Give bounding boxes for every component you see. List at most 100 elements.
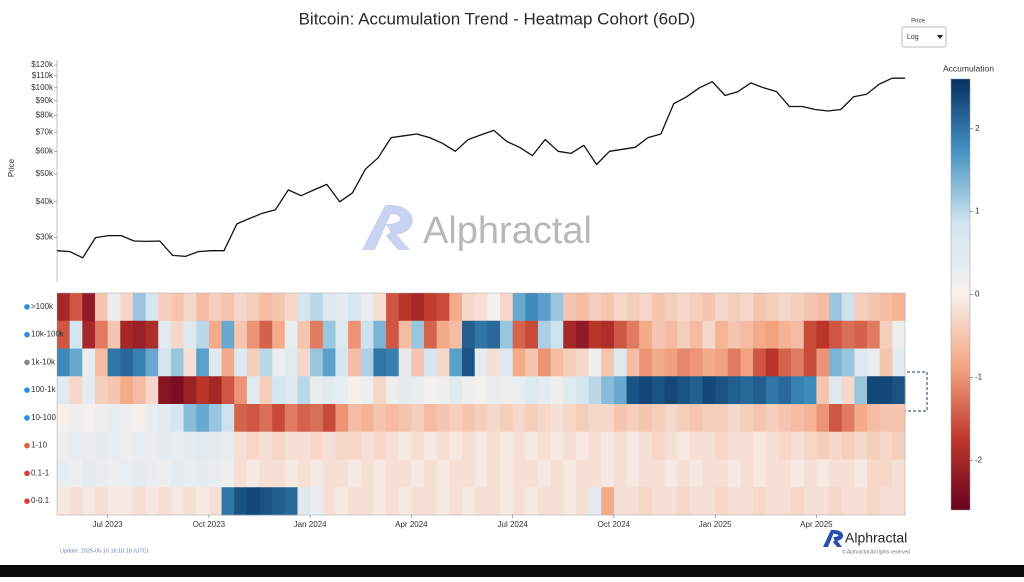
heat-cell <box>487 459 501 488</box>
heat-cell <box>601 293 615 322</box>
heat-cell <box>499 320 514 349</box>
heat-cell <box>474 293 488 322</box>
row-label: 100-1k <box>31 385 56 394</box>
heat-cell <box>474 487 488 516</box>
heat-cell <box>196 487 210 516</box>
row-icon <box>24 442 30 449</box>
heat-cell <box>601 431 615 460</box>
heat-cell <box>272 487 286 516</box>
heat-cell <box>740 348 754 377</box>
heat-cell <box>373 431 387 460</box>
heat-cell <box>94 376 109 405</box>
heat-cell <box>651 293 665 322</box>
heat-cell <box>462 348 476 377</box>
heat-cell <box>360 376 374 405</box>
heat-cell <box>462 487 476 516</box>
heat-cell <box>57 487 71 516</box>
heat-cell <box>69 487 83 516</box>
heat-cell <box>411 293 425 322</box>
heat-cell <box>803 487 817 516</box>
heat-cell <box>436 293 450 322</box>
heat-cell <box>208 404 222 433</box>
heat-cell <box>563 431 577 460</box>
heat-cell <box>284 376 298 405</box>
heat-cell <box>183 348 197 377</box>
heat-cell <box>715 348 729 377</box>
heat-cell <box>221 376 235 405</box>
heat-cell <box>550 376 564 405</box>
scale-dropdown[interactable] <box>901 26 947 48</box>
heat-cell <box>778 487 792 516</box>
heat-cell <box>170 348 184 377</box>
heat-cell <box>499 487 514 516</box>
heat-cell <box>310 348 324 377</box>
heat-cell <box>145 487 159 516</box>
heat-cell <box>765 348 779 377</box>
heat-cell <box>740 459 754 488</box>
x-tick-label: Jan 2025 <box>699 520 732 529</box>
heat-cell <box>613 487 627 516</box>
heat-cell <box>462 293 476 322</box>
heat-cell <box>487 293 501 322</box>
heat-cell <box>841 487 855 516</box>
heat-cell <box>398 459 412 488</box>
heat-cell <box>284 431 298 460</box>
heat-cell <box>715 487 729 516</box>
heat-cell <box>310 404 324 433</box>
heat-cell <box>234 348 248 377</box>
heat-cell <box>120 320 134 349</box>
heat-cell <box>537 404 552 433</box>
heat-cell <box>588 431 602 460</box>
heat-cell <box>246 404 260 433</box>
heat-cell <box>727 431 741 460</box>
heat-cell <box>69 431 83 460</box>
heat-cell <box>677 293 691 322</box>
heat-cell <box>183 404 197 433</box>
heat-cell <box>221 348 235 377</box>
heat-cell <box>651 459 665 488</box>
heat-cell <box>512 404 526 433</box>
heat-cell <box>259 376 273 405</box>
heat-cell <box>57 320 71 349</box>
heat-cell <box>575 348 589 377</box>
heat-cell <box>677 348 691 377</box>
heat-cell <box>867 376 881 405</box>
heat-cell <box>601 320 615 349</box>
heat-cell <box>778 320 792 349</box>
row-icon <box>24 331 30 338</box>
heat-cell <box>588 320 602 349</box>
y-tick-label: $120k <box>31 60 54 69</box>
heat-cell <box>791 320 805 349</box>
x-tick-label: Jul 2023 <box>93 520 124 529</box>
heat-cell <box>107 293 121 322</box>
heat-cell <box>221 487 235 516</box>
heat-cell <box>563 376 577 405</box>
heat-cell <box>158 293 172 322</box>
heat-cell <box>335 459 349 488</box>
heat-cell <box>335 348 349 377</box>
heat-cell <box>499 459 514 488</box>
copyright: © Alphractal All rights reserved <box>842 548 910 555</box>
heat-cell <box>715 293 729 322</box>
heat-cell <box>550 293 564 322</box>
heat-cell <box>550 404 564 433</box>
heat-cell <box>158 376 172 405</box>
heat-cell <box>335 404 349 433</box>
heat-cell <box>82 487 96 516</box>
heat-cell <box>664 293 678 322</box>
heat-cell <box>69 376 83 405</box>
heat-cell <box>360 404 374 433</box>
heat-cell <box>651 404 665 433</box>
heat-cell <box>892 459 906 488</box>
heat-cell <box>829 487 843 516</box>
heat-cell <box>639 348 653 377</box>
heat-cell <box>778 459 792 488</box>
heat-cell <box>487 487 501 516</box>
y-tick-label: $70k <box>36 127 54 136</box>
heat-cell <box>145 459 159 488</box>
heat-cell <box>449 487 463 516</box>
footer-brand: Alphractal <box>845 530 907 546</box>
heat-cell <box>297 320 311 349</box>
heat-cell <box>613 293 627 322</box>
